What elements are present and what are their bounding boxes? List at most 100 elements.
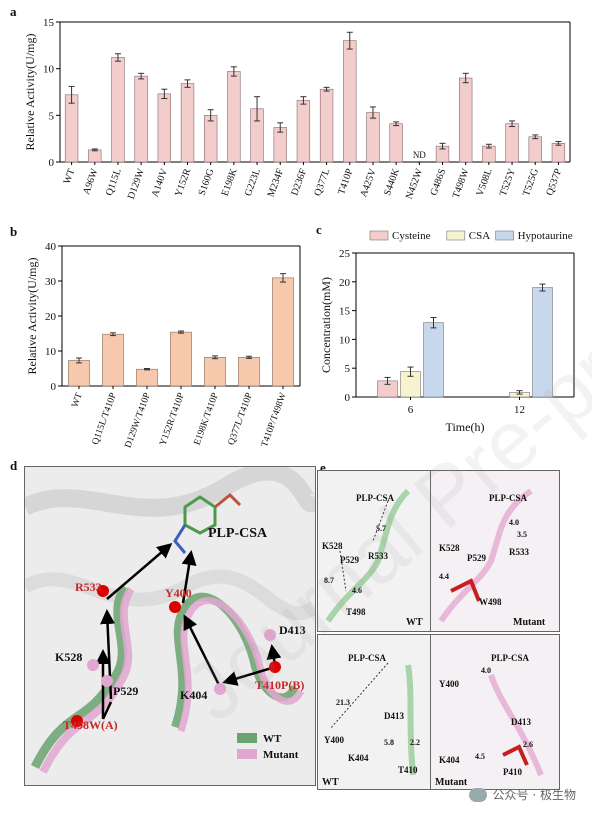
- panel-f-mutant: PLP-CSA Y400 D413 K404 P410 4.0 2.6 4.5 …: [430, 634, 560, 790]
- y-tick-label: 10: [45, 346, 57, 358]
- chart-c: 0 5 10 15 20 25 Concentration(mM) 6 12 Time(h) Cys…: [319, 230, 575, 434]
- bar: [157, 93, 171, 163]
- e-mut-d1: 4.0: [509, 518, 519, 527]
- x-axis-label: Time(h): [446, 420, 485, 434]
- x-tick-label: Q115L: [104, 167, 124, 197]
- x-tick-label: T525Y: [498, 167, 518, 197]
- e-wt-tag: WT: [406, 617, 423, 628]
- e-mut-k528: K528: [439, 543, 460, 553]
- footer-text: 公众号 · 极生物: [492, 788, 576, 802]
- y-tick-label: 15: [43, 17, 55, 29]
- d-label-r533: R533: [75, 580, 102, 594]
- x-tick-label: Q537P: [544, 167, 564, 197]
- e-wt-p529: P529: [340, 555, 359, 565]
- y-tick-label: 0: [49, 157, 55, 169]
- bar-hypotaurine: [532, 287, 553, 398]
- e-mut-p529: P529: [467, 553, 486, 563]
- bar: [551, 143, 566, 163]
- d-label-t410p: T410P(B): [255, 678, 304, 692]
- f-wt-d2: 5.8: [384, 738, 394, 747]
- data-label-nd: ND: [413, 150, 426, 160]
- legend-swatch: [495, 230, 514, 241]
- footer-credit: 公众号 · 极生物: [468, 786, 576, 803]
- panel-label-e: e: [320, 460, 326, 475]
- bar: [272, 277, 294, 387]
- x-tick-label: A140V: [150, 167, 171, 199]
- legend-label: Hypotaurine: [518, 230, 573, 242]
- y-axis-label: Relative Activity(U/mg): [25, 258, 39, 375]
- x-tick-label: WT: [62, 167, 78, 185]
- bar: [204, 357, 226, 387]
- bar: [170, 331, 192, 387]
- d-label-k404: K404: [180, 688, 207, 702]
- bar: [64, 94, 79, 163]
- e-mut-d3: 4.4: [439, 572, 449, 581]
- y-tick-label: 5: [49, 110, 55, 122]
- f-wt-plp: PLP-CSA: [348, 653, 387, 663]
- bar: [102, 333, 124, 387]
- bar: [68, 360, 90, 387]
- bar: [389, 123, 403, 163]
- d-label-p529: P529: [113, 684, 138, 698]
- x-tick-label: E198K: [220, 167, 240, 198]
- panel-f-wt: PLP-CSA D413 Y400 K404 T410 21.3 5.8 2.2…: [317, 634, 432, 790]
- x-tick-label: D129W: [126, 167, 147, 201]
- f-wt-d3: 2.2: [410, 738, 420, 747]
- bar: [134, 75, 148, 163]
- x-tick-label: G223L: [243, 167, 263, 197]
- y-tick-label: 0: [51, 381, 57, 393]
- panel-label-c: c: [316, 222, 322, 237]
- legend-label: Cysteine: [392, 230, 431, 242]
- y-tick-label: 30: [45, 276, 57, 288]
- y-tick-label: 40: [45, 241, 57, 253]
- x-tick-label: Y152R: [173, 167, 193, 198]
- f-mut-d2: 2.6: [523, 740, 533, 749]
- x-tick-label: 6: [408, 404, 414, 416]
- x-tick-label: T525G: [521, 167, 541, 197]
- x-tick-label: N452W: [404, 167, 425, 201]
- bar: [366, 112, 380, 163]
- d-legend: WT Mutant: [237, 733, 299, 761]
- f-mut-plp: PLP-CSA: [491, 653, 530, 663]
- bar: [528, 136, 542, 163]
- bar: [273, 127, 287, 163]
- d-label-t498w: T498W(A): [63, 718, 118, 732]
- bar: [136, 368, 158, 387]
- e-mut-d2: 3.5: [517, 530, 527, 539]
- x-tick-label: T410P/T498W: [260, 392, 289, 449]
- bar: [459, 77, 473, 163]
- y-axis-label: Relative Activity(U/mg): [23, 34, 37, 151]
- panel-d-structure: PLP-CSA R533 Y400 D413 K528 P529 K404 T4…: [24, 466, 316, 786]
- f-mut-d413: D413: [511, 717, 531, 727]
- x-tick-label: T498W: [451, 167, 472, 200]
- x-tick-label: T410P: [336, 167, 356, 196]
- d-legend-mutant: Mutant: [263, 749, 299, 761]
- e-wt-d1: 5.7: [376, 524, 386, 533]
- x-tick-label: A96W: [81, 167, 101, 196]
- panel-e-wt: PLP-CSA K528 P529 R533 T498 5.7 8.7 4.6 …: [317, 470, 432, 632]
- bar: [238, 357, 260, 387]
- f-wt-t410: T410: [398, 765, 418, 775]
- bar: [180, 83, 195, 163]
- y-tick-label: 0: [345, 392, 351, 404]
- d-label-plp: PLP-CSA: [208, 526, 268, 541]
- panel-label-b: b: [10, 224, 18, 239]
- e-wt-t498: T498: [346, 607, 366, 617]
- f-wt-k404: K404: [348, 753, 369, 763]
- d-legend-wt: WT: [263, 733, 282, 745]
- panel-label-a: a: [10, 4, 17, 19]
- bar: [227, 71, 241, 163]
- y-axis-label: Concentration(mM): [319, 277, 333, 373]
- f-wt-y400: Y400: [324, 735, 344, 745]
- f-mut-p410: P410: [503, 767, 522, 777]
- x-tick-label: Y152R/T410P: [158, 392, 186, 448]
- d-label-d413: D413: [279, 623, 306, 637]
- plp-csa-molecule: [173, 492, 242, 554]
- bar: [343, 40, 357, 163]
- y-tick-label: 20: [339, 277, 351, 289]
- e-mut-r533: R533: [509, 547, 529, 557]
- f-wt-d1: 21.3: [336, 698, 350, 707]
- x-tick-label: Q377L: [312, 167, 332, 197]
- wechat-icon: [468, 787, 487, 802]
- x-tick-label: 12: [514, 404, 525, 416]
